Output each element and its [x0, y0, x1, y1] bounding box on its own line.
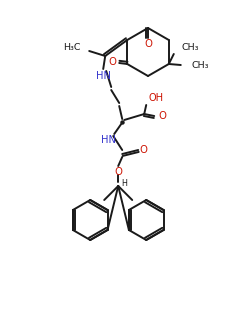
Text: CH₃: CH₃: [192, 61, 209, 70]
Text: O: O: [108, 57, 116, 67]
Text: H: H: [121, 179, 127, 188]
Text: HN: HN: [101, 135, 116, 145]
Text: HN: HN: [96, 71, 111, 81]
Text: O: O: [144, 39, 152, 49]
Text: H₃C: H₃C: [63, 42, 80, 51]
Text: CH₃: CH₃: [182, 43, 199, 52]
Text: O: O: [139, 145, 147, 155]
Text: O: O: [114, 167, 122, 177]
Text: OH: OH: [148, 93, 163, 103]
Text: O: O: [158, 111, 166, 121]
